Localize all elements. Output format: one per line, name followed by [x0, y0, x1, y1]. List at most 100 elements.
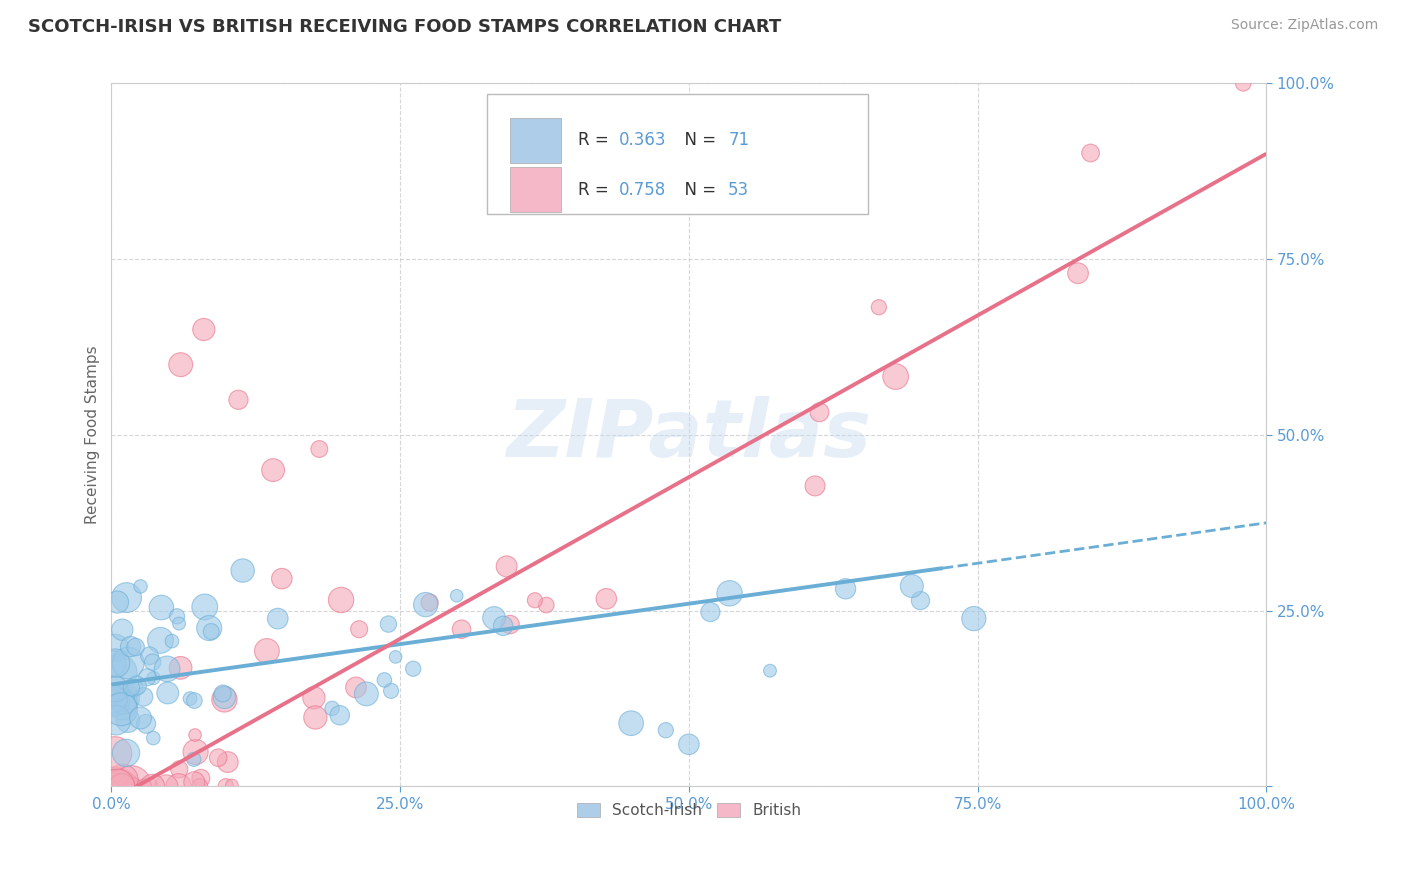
Point [270, 572, 292, 586]
Point [129, 711, 152, 725]
Text: SCOTCH-IRISH VS BRITISH RECEIVING FOOD STAMPS CORRELATION CHART: SCOTCH-IRISH VS BRITISH RECEIVING FOOD S… [28, 18, 782, 36]
Text: 53: 53 [728, 181, 749, 199]
Point [1232, 77, 1254, 91]
Point [104, 656, 127, 670]
Point [156, 662, 179, 676]
FancyBboxPatch shape [486, 94, 868, 213]
Point [384, 649, 406, 664]
Point [104, 747, 127, 761]
Point [304, 710, 326, 724]
Y-axis label: Receiving Food Stamps: Receiving Food Stamps [86, 345, 100, 524]
Point [901, 579, 924, 593]
Point [321, 701, 343, 715]
Point [380, 683, 402, 698]
Point [214, 690, 236, 705]
Point [101, 692, 124, 706]
Point [868, 300, 890, 314]
Point [215, 780, 238, 794]
Text: 0.758: 0.758 [619, 181, 665, 199]
Point [347, 622, 370, 636]
Point [110, 702, 132, 716]
Point [104, 777, 127, 791]
Point [104, 640, 127, 655]
Point [492, 619, 515, 633]
Point [217, 755, 239, 769]
Point [107, 595, 129, 609]
Point [117, 714, 139, 728]
Point [221, 778, 243, 792]
Point [207, 750, 229, 764]
Point [419, 595, 441, 609]
Text: ZIPatlas: ZIPatlas [506, 396, 872, 474]
Point [142, 671, 165, 685]
Point [129, 579, 152, 593]
Point [495, 559, 517, 574]
Point [446, 589, 468, 603]
Point [115, 746, 138, 760]
Point [232, 564, 254, 578]
Point [330, 593, 353, 607]
Point [124, 640, 146, 654]
Point [160, 634, 183, 648]
Point [200, 624, 222, 639]
Point [103, 657, 125, 671]
Point [136, 670, 159, 684]
Point [111, 772, 134, 787]
Point [415, 598, 437, 612]
Point [1080, 146, 1102, 161]
Point [134, 780, 156, 794]
Point [111, 623, 134, 637]
Point [150, 600, 173, 615]
Point [122, 780, 145, 794]
Point [167, 616, 190, 631]
Point [125, 679, 148, 693]
Point [214, 692, 236, 706]
Point [377, 617, 399, 632]
Point [302, 690, 325, 705]
Point [308, 442, 330, 456]
Legend: Scotch-Irish, British: Scotch-Irish, British [571, 797, 807, 824]
Point [110, 780, 132, 794]
Point [179, 691, 201, 706]
Point [193, 322, 215, 336]
Point [198, 621, 221, 635]
Point [155, 780, 177, 794]
Point [111, 698, 134, 713]
Text: R =: R = [578, 131, 614, 149]
Point [183, 693, 205, 707]
Text: Source: ZipAtlas.com: Source: ZipAtlas.com [1230, 18, 1378, 32]
Point [499, 617, 522, 632]
Point [190, 772, 212, 786]
Point [759, 664, 782, 678]
Text: 71: 71 [728, 131, 749, 149]
Point [595, 591, 617, 606]
Point [963, 611, 986, 625]
Point [329, 708, 352, 723]
Point [884, 369, 907, 384]
Point [169, 661, 191, 675]
Point [482, 611, 505, 625]
Point [194, 599, 217, 614]
Point [620, 716, 643, 731]
Point [107, 665, 129, 680]
Point [104, 682, 127, 697]
Point [184, 728, 207, 742]
Point [105, 713, 128, 727]
Point [156, 686, 179, 700]
Point [718, 586, 741, 600]
Point [211, 686, 233, 700]
Point [149, 633, 172, 648]
Point [120, 640, 142, 654]
Point [117, 656, 139, 670]
Point [450, 622, 472, 636]
Point [132, 690, 155, 704]
Point [402, 662, 425, 676]
Point [256, 644, 278, 658]
Point [115, 591, 138, 605]
Text: 0.363: 0.363 [619, 131, 666, 149]
Point [183, 775, 205, 789]
Point [104, 694, 127, 708]
Point [118, 780, 141, 794]
Point [135, 716, 157, 731]
Point [536, 598, 558, 612]
